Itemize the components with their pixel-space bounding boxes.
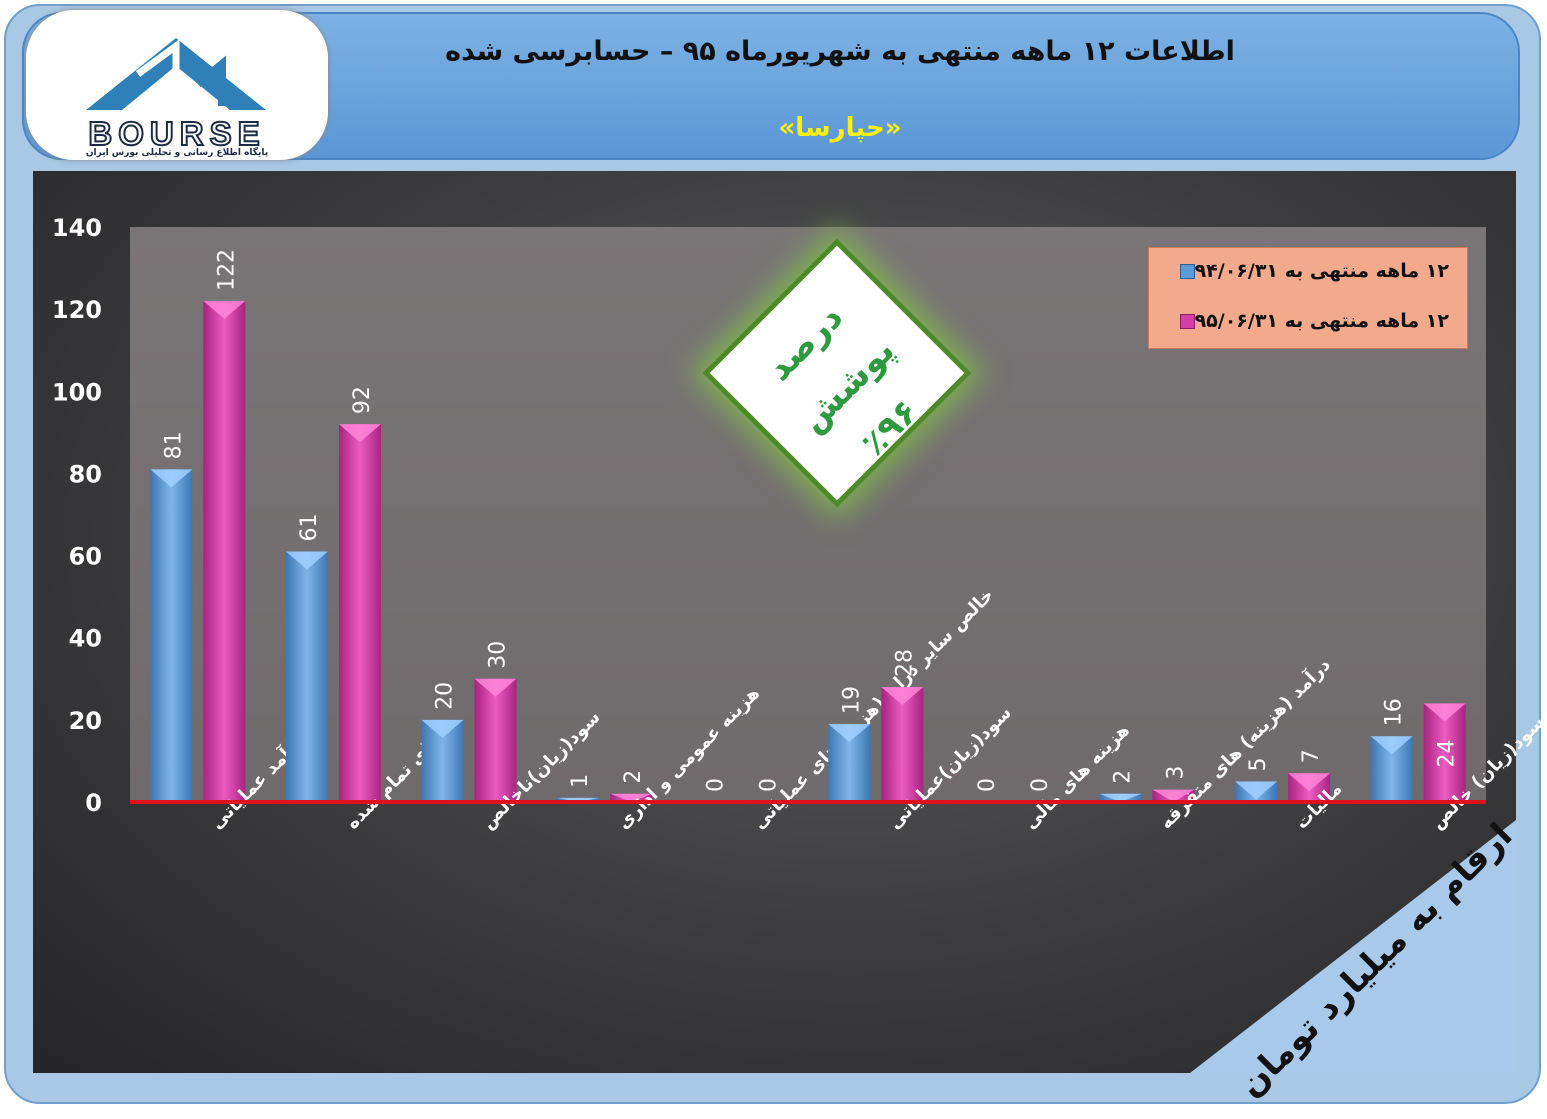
- bar-cap: [1235, 781, 1278, 800]
- bar: [881, 687, 924, 802]
- legend-item-series-2: ۱۲ ماهه منتهی به ۹۵/۰۶/۳۱: [1174, 310, 1449, 340]
- bar: [150, 469, 193, 802]
- data-label: 0: [1028, 778, 1053, 792]
- data-label: 0: [757, 778, 782, 792]
- legend-label-series-1: ۱۲ ماهه منتهی به ۹۴/۰۶/۳۱: [1194, 260, 1449, 282]
- legend-swatch-series-1: [1179, 264, 1195, 279]
- data-label: 19: [839, 686, 864, 714]
- company-name: «حپارسا»: [778, 113, 902, 143]
- y-tick-label: 60: [69, 543, 102, 571]
- bar-cap: [421, 719, 464, 738]
- data-label: 5: [1246, 757, 1271, 771]
- data-label: 2: [621, 770, 646, 784]
- bar-cap: [1423, 703, 1466, 722]
- bar-cap: [1152, 789, 1195, 802]
- bar-cap: [1370, 736, 1413, 755]
- bar-cap: [610, 793, 653, 802]
- bar: [285, 551, 328, 802]
- data-label: 92: [350, 386, 375, 414]
- data-label: 16: [1382, 698, 1407, 726]
- data-label: 7: [1299, 749, 1324, 763]
- y-tick-label: 20: [69, 707, 102, 735]
- data-label: 24: [1435, 739, 1460, 767]
- page-title: اطلاعات ۱۲ ماهه منتهی به شهریورماه ۹۵ – …: [445, 36, 1235, 67]
- bar-cap: [557, 797, 600, 802]
- y-tick-label: 40: [69, 625, 102, 653]
- data-label: 3: [1164, 766, 1189, 780]
- legend-label-series-2: ۱۲ ماهه منتهی به ۹۵/۰۶/۳۱: [1194, 310, 1449, 332]
- bar-cap: [828, 723, 871, 742]
- logo-mark-icon: [86, 38, 266, 110]
- bar-cap: [338, 424, 381, 443]
- legend-item-series-1: ۱۲ ماهه منتهی به ۹۴/۰۶/۳۱: [1174, 260, 1449, 290]
- bar-cap: [881, 687, 924, 705]
- bar: [338, 424, 381, 802]
- data-label: 122: [214, 249, 239, 291]
- bar: [203, 300, 246, 802]
- bar-cap: [203, 300, 246, 319]
- logo-caption: پایگاه اطلاع رسانی و تحلیلی بورس ایران: [85, 148, 269, 158]
- bar-cap: [150, 469, 193, 488]
- data-label: 81: [161, 431, 186, 459]
- bar-cap: [1099, 793, 1142, 802]
- data-label: 2: [1111, 770, 1136, 784]
- bourse-logo: BOURSE پایگاه اطلاع رسانی و تحلیلی بورس …: [26, 10, 328, 160]
- y-tick-label: 140: [52, 214, 102, 242]
- bar: [474, 678, 517, 802]
- data-label: 28: [892, 649, 917, 677]
- y-tick-label: 120: [52, 296, 102, 324]
- data-label: 30: [486, 641, 511, 669]
- chart-legend: ۱۲ ماهه منتهی به ۹۴/۰۶/۳۱ ۱۲ ماهه منتهی …: [1148, 247, 1468, 349]
- legend-swatch-series-2: [1179, 314, 1195, 329]
- y-tick-label: 80: [69, 460, 102, 488]
- y-tick-label: 100: [52, 378, 102, 406]
- bar-cap: [474, 678, 517, 697]
- y-tick-label: 0: [85, 789, 102, 817]
- data-label: 1: [568, 774, 593, 788]
- data-label: 20: [433, 682, 458, 710]
- data-label: 0: [975, 778, 1000, 792]
- data-label: 61: [297, 513, 322, 541]
- bar-cap: [1288, 773, 1331, 792]
- bar-cap: [285, 551, 328, 570]
- logo-wordmark: BOURSE: [87, 114, 266, 153]
- data-label: 0: [704, 778, 729, 792]
